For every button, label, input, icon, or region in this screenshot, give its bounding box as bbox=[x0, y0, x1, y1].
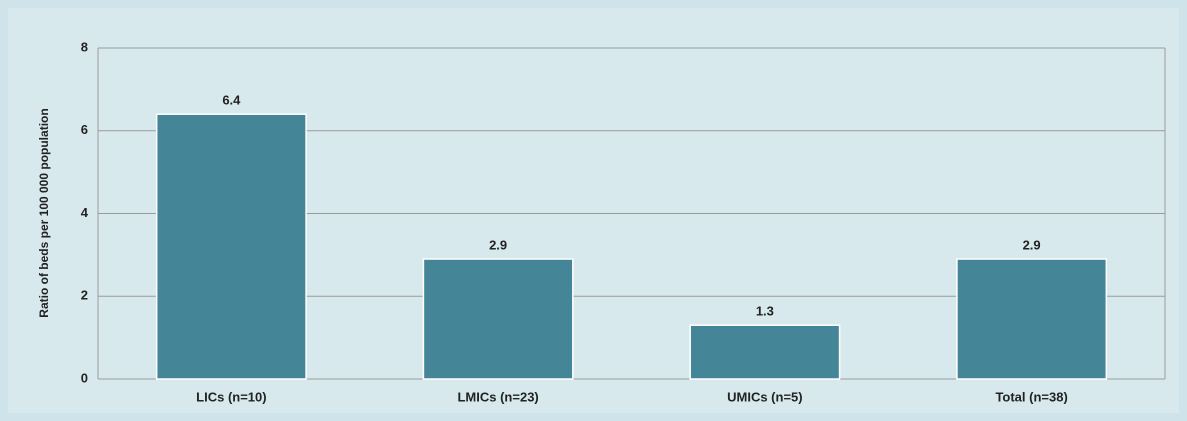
y-tick-label: 6 bbox=[81, 122, 88, 137]
bar bbox=[689, 324, 841, 380]
x-tick-label: UMICs (n=5) bbox=[727, 389, 802, 404]
x-tick-label: LICs (n=10) bbox=[196, 389, 266, 404]
data-label: 6.4 bbox=[222, 93, 241, 108]
bar bbox=[422, 258, 574, 380]
y-tick-label: 2 bbox=[81, 288, 88, 303]
y-tick-label: 8 bbox=[81, 39, 88, 54]
data-label: 2.9 bbox=[489, 237, 507, 252]
data-label: 2.9 bbox=[1023, 237, 1041, 252]
y-axis-label: Ratio of beds per 100 000 population bbox=[37, 108, 51, 317]
x-tick-label: Total (n=38) bbox=[995, 389, 1067, 404]
data-label: 1.3 bbox=[756, 304, 774, 319]
x-tick-label: LMICs (n=23) bbox=[457, 389, 538, 404]
bar bbox=[155, 113, 307, 380]
bar bbox=[956, 258, 1108, 380]
y-tick-label: 4 bbox=[81, 205, 89, 220]
y-tick-label: 0 bbox=[81, 370, 88, 385]
